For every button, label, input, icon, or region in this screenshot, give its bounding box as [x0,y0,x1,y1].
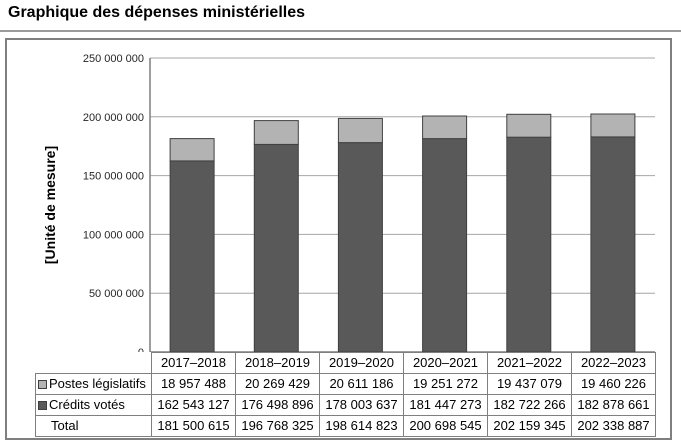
bar-segment [422,138,468,352]
y-tick-label: 200 000 000 [83,112,144,124]
bar-segment [169,138,215,162]
table-row: Crédits votés 162 543 127 176 498 896 17… [35,394,656,416]
bar-segment [422,115,468,140]
table-cell: 19 460 226 [571,373,656,395]
column-header: 2018–2019 [235,352,320,374]
column-header: 2019–2020 [319,352,404,374]
table-cell: 19 437 079 [487,373,572,395]
chart-frame: 0 50 000 000 100 000 000 150 000 000 200 000… [5,38,672,440]
table-cell: 176 498 896 [235,394,320,416]
bar-segment [169,160,215,352]
table-header-row: 2017–2018 2018–2019 2019–2020 2020–2021 … [36,352,656,374]
table-cell: 162 543 127 [151,394,236,416]
y-tick-label: 250 000 000 [83,53,144,65]
table-cell: 19 251 272 [403,373,488,395]
page-title: Graphique des dépenses ministérielles [8,4,305,21]
table-cell: 196 768 325 [235,415,320,437]
bar-segment [337,142,383,352]
bar-segment [506,136,552,352]
row-header-credits-votes: Crédits votés [35,394,152,416]
legend-swatch-postes-legislatifs [38,380,47,389]
table-row: Postes législatifs 18 957 488 20 269 429… [35,373,656,395]
table-cell: 181 500 615 [151,415,236,437]
y-tick-label: 0 [138,347,144,352]
row-header-total: Total [35,415,152,437]
legend-swatch-credits-votes [38,401,47,410]
table-cell: 182 878 661 [571,394,656,416]
bar-segment [253,120,299,145]
table-cell: 182 722 266 [487,394,572,416]
title-divider [0,30,681,32]
table-cell: 20 269 429 [235,373,320,395]
table-cell: 202 338 887 [571,415,656,437]
bar-segment [337,117,383,144]
bar-segment [253,143,299,352]
table-corner-cell [36,353,152,374]
table-cell: 18 957 488 [151,373,236,395]
y-tick-label: 50 000 000 [89,288,144,300]
row-label: Total [51,418,79,433]
row-label: Postes législatifs [49,376,146,391]
chart-data-table: 2017–2018 2018–2019 2019–2020 2020–2021 … [35,352,656,437]
y-tick-label: 150 000 000 [83,171,144,183]
column-header: 2017–2018 [151,352,236,374]
table-cell: 202 159 345 [487,415,572,437]
table-cell: 20 611 186 [319,373,404,395]
y-tick-label: 100 000 000 [83,229,144,241]
table-cell: 200 698 545 [403,415,488,437]
table-row: Total 181 500 615 196 768 325 198 614 82… [35,415,656,437]
y-axis-title: [Unité de mesure] [42,146,58,264]
table-cell: 181 447 273 [403,394,488,416]
bar-segment [590,136,636,352]
table-cell: 178 003 637 [319,394,404,416]
bar-segment [590,113,636,138]
bar-chart: 0 50 000 000 100 000 000 150 000 000 200 000… [42,53,655,352]
column-header: 2022–2023 [571,352,656,374]
table-cell: 198 614 823 [319,415,404,437]
bar-segment [506,113,552,138]
row-label: Crédits votés [49,397,125,412]
column-header: 2020–2021 [403,352,488,374]
row-header-postes-legislatifs: Postes législatifs [35,373,152,395]
column-header: 2021–2022 [487,352,572,374]
